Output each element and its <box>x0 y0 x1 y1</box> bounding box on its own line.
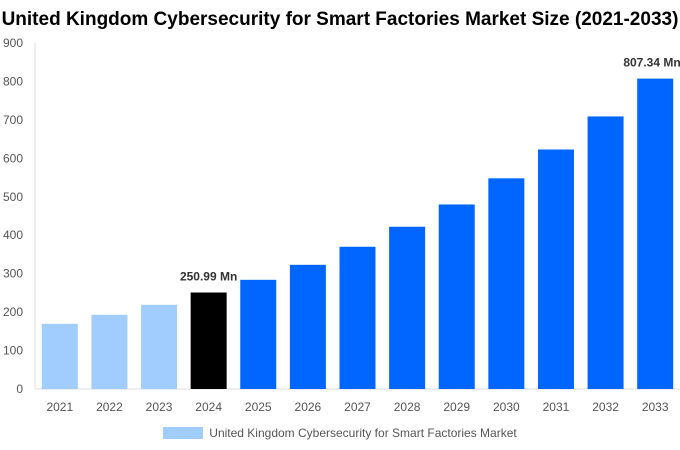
y-tick-label: 800 <box>3 74 23 88</box>
bar-2028 <box>389 226 426 389</box>
x-tick-label: 2031 <box>543 400 570 414</box>
bar-2033 <box>637 78 674 389</box>
x-tick-label: 2029 <box>443 400 470 414</box>
bar-2030 <box>488 178 525 389</box>
y-tick-label: 600 <box>3 151 23 165</box>
x-tick-label: 2032 <box>592 400 619 414</box>
x-tick-label: 2027 <box>344 400 371 414</box>
bar-2021 <box>41 323 78 389</box>
bar-2031 <box>537 149 574 389</box>
legend-swatch <box>163 427 204 439</box>
x-tick-label: 2026 <box>295 400 322 414</box>
y-tick-label: 500 <box>3 190 23 204</box>
y-tick-label: 900 <box>3 36 23 50</box>
bar-2026 <box>289 264 326 389</box>
x-tick-label: 2021 <box>46 400 73 414</box>
bar-2029 <box>438 204 475 389</box>
x-tick-label: 2025 <box>245 400 272 414</box>
y-tick-label: 0 <box>16 382 23 396</box>
x-tick-label: 2030 <box>493 400 520 414</box>
bar-2023 <box>141 304 178 389</box>
y-tick-label: 200 <box>3 305 23 319</box>
x-tick-label: 2028 <box>394 400 421 414</box>
data-label-2033: 807.34 Mn <box>623 56 680 70</box>
x-tick-label: 2023 <box>146 400 173 414</box>
bar-2027 <box>339 246 376 389</box>
data-label-2024: 250.99 Mn <box>180 270 237 284</box>
x-tick-label: 2024 <box>195 400 222 414</box>
bar-2025 <box>240 279 277 389</box>
y-tick-label: 100 <box>3 344 23 358</box>
bar-2032 <box>587 116 624 389</box>
y-tick-label: 700 <box>3 113 23 127</box>
chart-title: United Kingdom Cybersecurity for Smart F… <box>1 9 679 30</box>
legend-label: United Kingdom Cybersecurity for Smart F… <box>209 426 517 440</box>
y-tick-label: 400 <box>3 228 23 242</box>
bar-2024 <box>190 292 227 389</box>
x-tick-label: 2022 <box>96 400 123 414</box>
y-tick-label: 300 <box>3 267 23 281</box>
x-tick-label: 2033 <box>642 400 669 414</box>
legend: United Kingdom Cybersecurity for Smart F… <box>0 426 680 440</box>
bar-2022 <box>91 314 128 389</box>
